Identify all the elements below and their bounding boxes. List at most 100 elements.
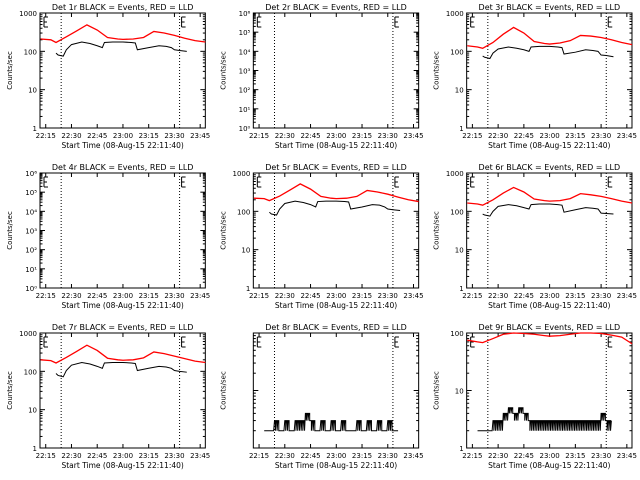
x-tick-label: 23:30 xyxy=(591,292,611,300)
error-bar-glyph xyxy=(394,176,399,188)
error-bar-glyph xyxy=(256,336,262,348)
x-tick-label: 23:30 xyxy=(164,132,184,140)
y-tick-label: 10³ xyxy=(25,228,37,236)
x-tick-label: 23:45 xyxy=(190,292,210,300)
chart-panel: Det 5r BLACK = Events, RED = LLD 22:15 22:… xyxy=(219,163,423,310)
error-bar-glyph xyxy=(470,176,475,188)
y-tick-label: 1000 xyxy=(446,10,464,18)
chart-panel: Det 4r BLACK = Events, RED = LLD 22:15 22:… xyxy=(6,163,210,310)
x-tick-label: 23:45 xyxy=(190,452,210,460)
error-bar-glyph xyxy=(256,176,262,188)
x-tick-label: 23:00 xyxy=(540,452,560,460)
y-tick-label: 100 xyxy=(450,330,463,338)
y-tick-label: 10⁶ xyxy=(25,170,37,178)
events-series-line xyxy=(55,361,187,378)
x-tick-label: 23:00 xyxy=(326,132,346,140)
lld-series-line xyxy=(467,26,633,49)
y-tick-label: 1 xyxy=(459,125,463,133)
y-tick-label: 100 xyxy=(24,368,37,376)
error-bar-glyph xyxy=(181,336,186,348)
plot-frame xyxy=(252,172,420,289)
plot-frame xyxy=(466,172,633,289)
plot-frame xyxy=(39,12,206,129)
x-tick-label: 23:00 xyxy=(540,132,560,140)
x-tick-label: 23:15 xyxy=(565,452,585,460)
x-tick-label: 22:15 xyxy=(36,452,56,460)
x-axis-label: Start Time (08-Aug-15 22:11:40) xyxy=(488,301,610,310)
chart-panel: Det 9r BLACK = Events, RED = LLD 22:15 22:… xyxy=(433,323,637,470)
events-series-line xyxy=(269,200,401,216)
x-tick-label: 22:30 xyxy=(275,132,295,140)
x-axis-label: Start Time (08-Aug-15 22:11:40) xyxy=(61,301,183,310)
x-tick-label: 22:15 xyxy=(36,292,56,300)
x-tick-label: 22:15 xyxy=(462,132,482,140)
y-tick-label: 10⁵ xyxy=(25,189,37,197)
y-tick-label: 1000 xyxy=(19,10,37,18)
lld-series-line xyxy=(467,186,633,206)
x-tick-label: 22:45 xyxy=(300,132,320,140)
y-tick-label: 10 xyxy=(28,407,37,415)
x-tick-label: 23:15 xyxy=(352,132,372,140)
x-tick-label: 23:45 xyxy=(403,292,423,300)
chart-title: Det 7r BLACK = Events, RED = LLD xyxy=(52,323,194,332)
x-tick-label: 23:00 xyxy=(326,452,346,460)
chart-panel: Det 8r BLACK = Events, RED = LLD 22:15 22:… xyxy=(219,323,423,470)
x-tick-label: 22:45 xyxy=(87,132,107,140)
y-tick-label: 10⁴ xyxy=(25,208,37,216)
y-tick-label: 100 xyxy=(237,208,250,216)
chart-title: Det 8r BLACK = Events, RED = LLD xyxy=(265,323,407,332)
x-tick-label: 23:30 xyxy=(164,292,184,300)
x-axis-label: Start Time (08-Aug-15 22:11:40) xyxy=(275,461,397,470)
events-series-line xyxy=(482,203,614,217)
error-bar-glyph xyxy=(470,336,475,348)
x-tick-label: 22:30 xyxy=(488,132,508,140)
x-tick-label: 22:45 xyxy=(514,132,534,140)
error-bar-glyph xyxy=(256,16,262,28)
x-tick-label: 22:30 xyxy=(488,452,508,460)
x-tick-label: 23:30 xyxy=(378,452,398,460)
lld-series-line xyxy=(40,24,206,44)
x-tick-label: 23:45 xyxy=(403,132,423,140)
x-tick-label: 23:30 xyxy=(591,452,611,460)
x-tick-label: 23:30 xyxy=(378,132,398,140)
events-series-line xyxy=(55,41,187,57)
x-tick-label: 23:00 xyxy=(113,452,133,460)
x-axis-label: Start Time (08-Aug-15 22:11:40) xyxy=(488,461,610,470)
error-bar-glyph xyxy=(394,16,399,28)
y-tick-label: 1000 xyxy=(233,170,251,178)
x-tick-label: 22:15 xyxy=(249,132,269,140)
x-axis-label: Start Time (08-Aug-15 22:11:40) xyxy=(61,141,183,150)
x-tick-label: 22:30 xyxy=(275,292,295,300)
y-tick-label: 10 xyxy=(241,247,250,255)
y-tick-label: 10¹ xyxy=(239,106,251,114)
events-series-line xyxy=(477,407,612,432)
y-tick-label: 1 xyxy=(33,125,37,133)
x-tick-label: 22:45 xyxy=(87,452,107,460)
y-tick-label: 10⁴ xyxy=(239,48,251,56)
chart-title: Det 4r BLACK = Events, RED = LLD xyxy=(52,163,194,172)
error-bar-glyph xyxy=(43,176,48,188)
x-axis-label: Start Time (08-Aug-15 22:11:40) xyxy=(275,141,397,150)
y-tick-label: 10 xyxy=(455,388,464,396)
y-tick-label: 10 xyxy=(28,87,37,95)
x-tick-label: 22:15 xyxy=(249,292,269,300)
x-tick-label: 23:45 xyxy=(617,292,637,300)
y-tick-label: 10¹ xyxy=(25,266,37,274)
y-tick-label: 10² xyxy=(239,87,251,95)
y-tick-label: 1 xyxy=(459,445,463,453)
x-axis-label: Start Time (08-Aug-15 22:11:40) xyxy=(61,461,183,470)
x-tick-label: 23:00 xyxy=(326,292,346,300)
lld-series-line xyxy=(253,183,419,203)
lld-series-line xyxy=(467,332,633,345)
y-tick-label: 10 xyxy=(455,87,464,95)
plot-frame xyxy=(39,332,206,449)
x-tick-label: 23:15 xyxy=(352,292,372,300)
y-tick-label: 1 xyxy=(459,285,463,293)
x-tick-label: 23:45 xyxy=(190,132,210,140)
chart-panel: Det 2r BLACK = Events, RED = LLD 22:15 22:… xyxy=(219,3,423,150)
x-tick-label: 22:15 xyxy=(36,132,56,140)
x-tick-label: 22:45 xyxy=(514,292,534,300)
y-axis-label: Counts/sec xyxy=(219,371,227,410)
chart-title: Det 2r BLACK = Events, RED = LLD xyxy=(265,3,407,12)
